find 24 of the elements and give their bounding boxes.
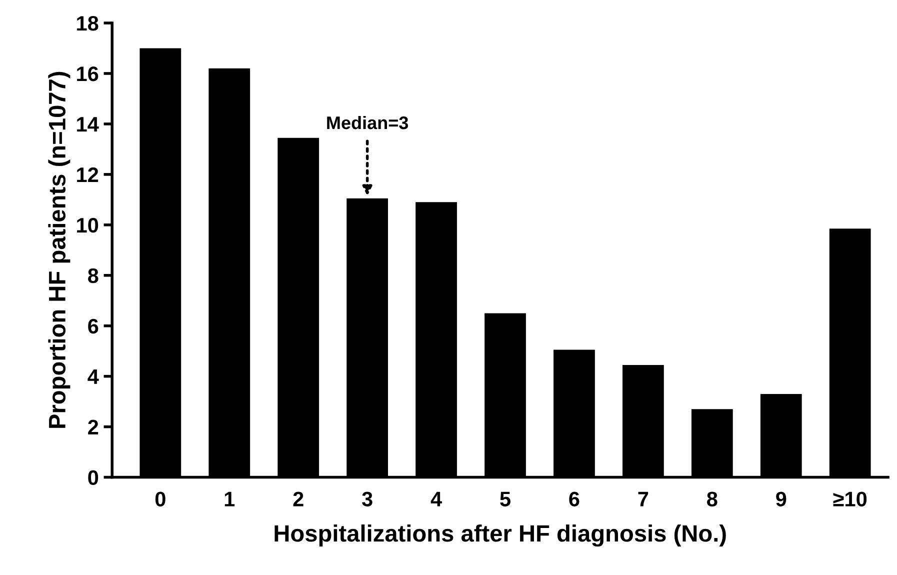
y-tick-label: 10 (77, 218, 98, 233)
y-tick-label: 8 (88, 268, 98, 284)
y-tick-label: 18 (77, 16, 98, 31)
y-tick-label: 0 (88, 470, 98, 486)
y-tick-label: 12 (77, 167, 98, 182)
x-tick-label: ≥10 (833, 492, 867, 506)
annotation: Median=3 (327, 116, 408, 130)
y-tick-label: 14 (77, 117, 99, 132)
x-tick-label: 8 (707, 492, 718, 506)
x-tick-label: 4 (430, 492, 442, 506)
y-axis-title: Proportion HF patients (n=1077) (48, 72, 70, 428)
x-tick-label: 9 (776, 492, 786, 506)
x-tick-label: 6 (569, 492, 580, 506)
y-tick-label: 16 (77, 66, 98, 82)
y-tick-label: 6 (88, 318, 98, 334)
x-tick-label: 5 (500, 492, 510, 506)
x-tick-label: 7 (638, 492, 648, 506)
y-tick-label: 2 (88, 420, 98, 434)
x-tick-label: 3 (362, 492, 372, 506)
x-axis-title: Hospitalizations after HF diagnosis (No.) (274, 524, 726, 547)
x-tick-label: 2 (293, 492, 304, 506)
x-tick-label: 1 (224, 492, 235, 506)
x-tick-label: 0 (155, 492, 166, 506)
y-tick-label: 4 (88, 370, 99, 384)
